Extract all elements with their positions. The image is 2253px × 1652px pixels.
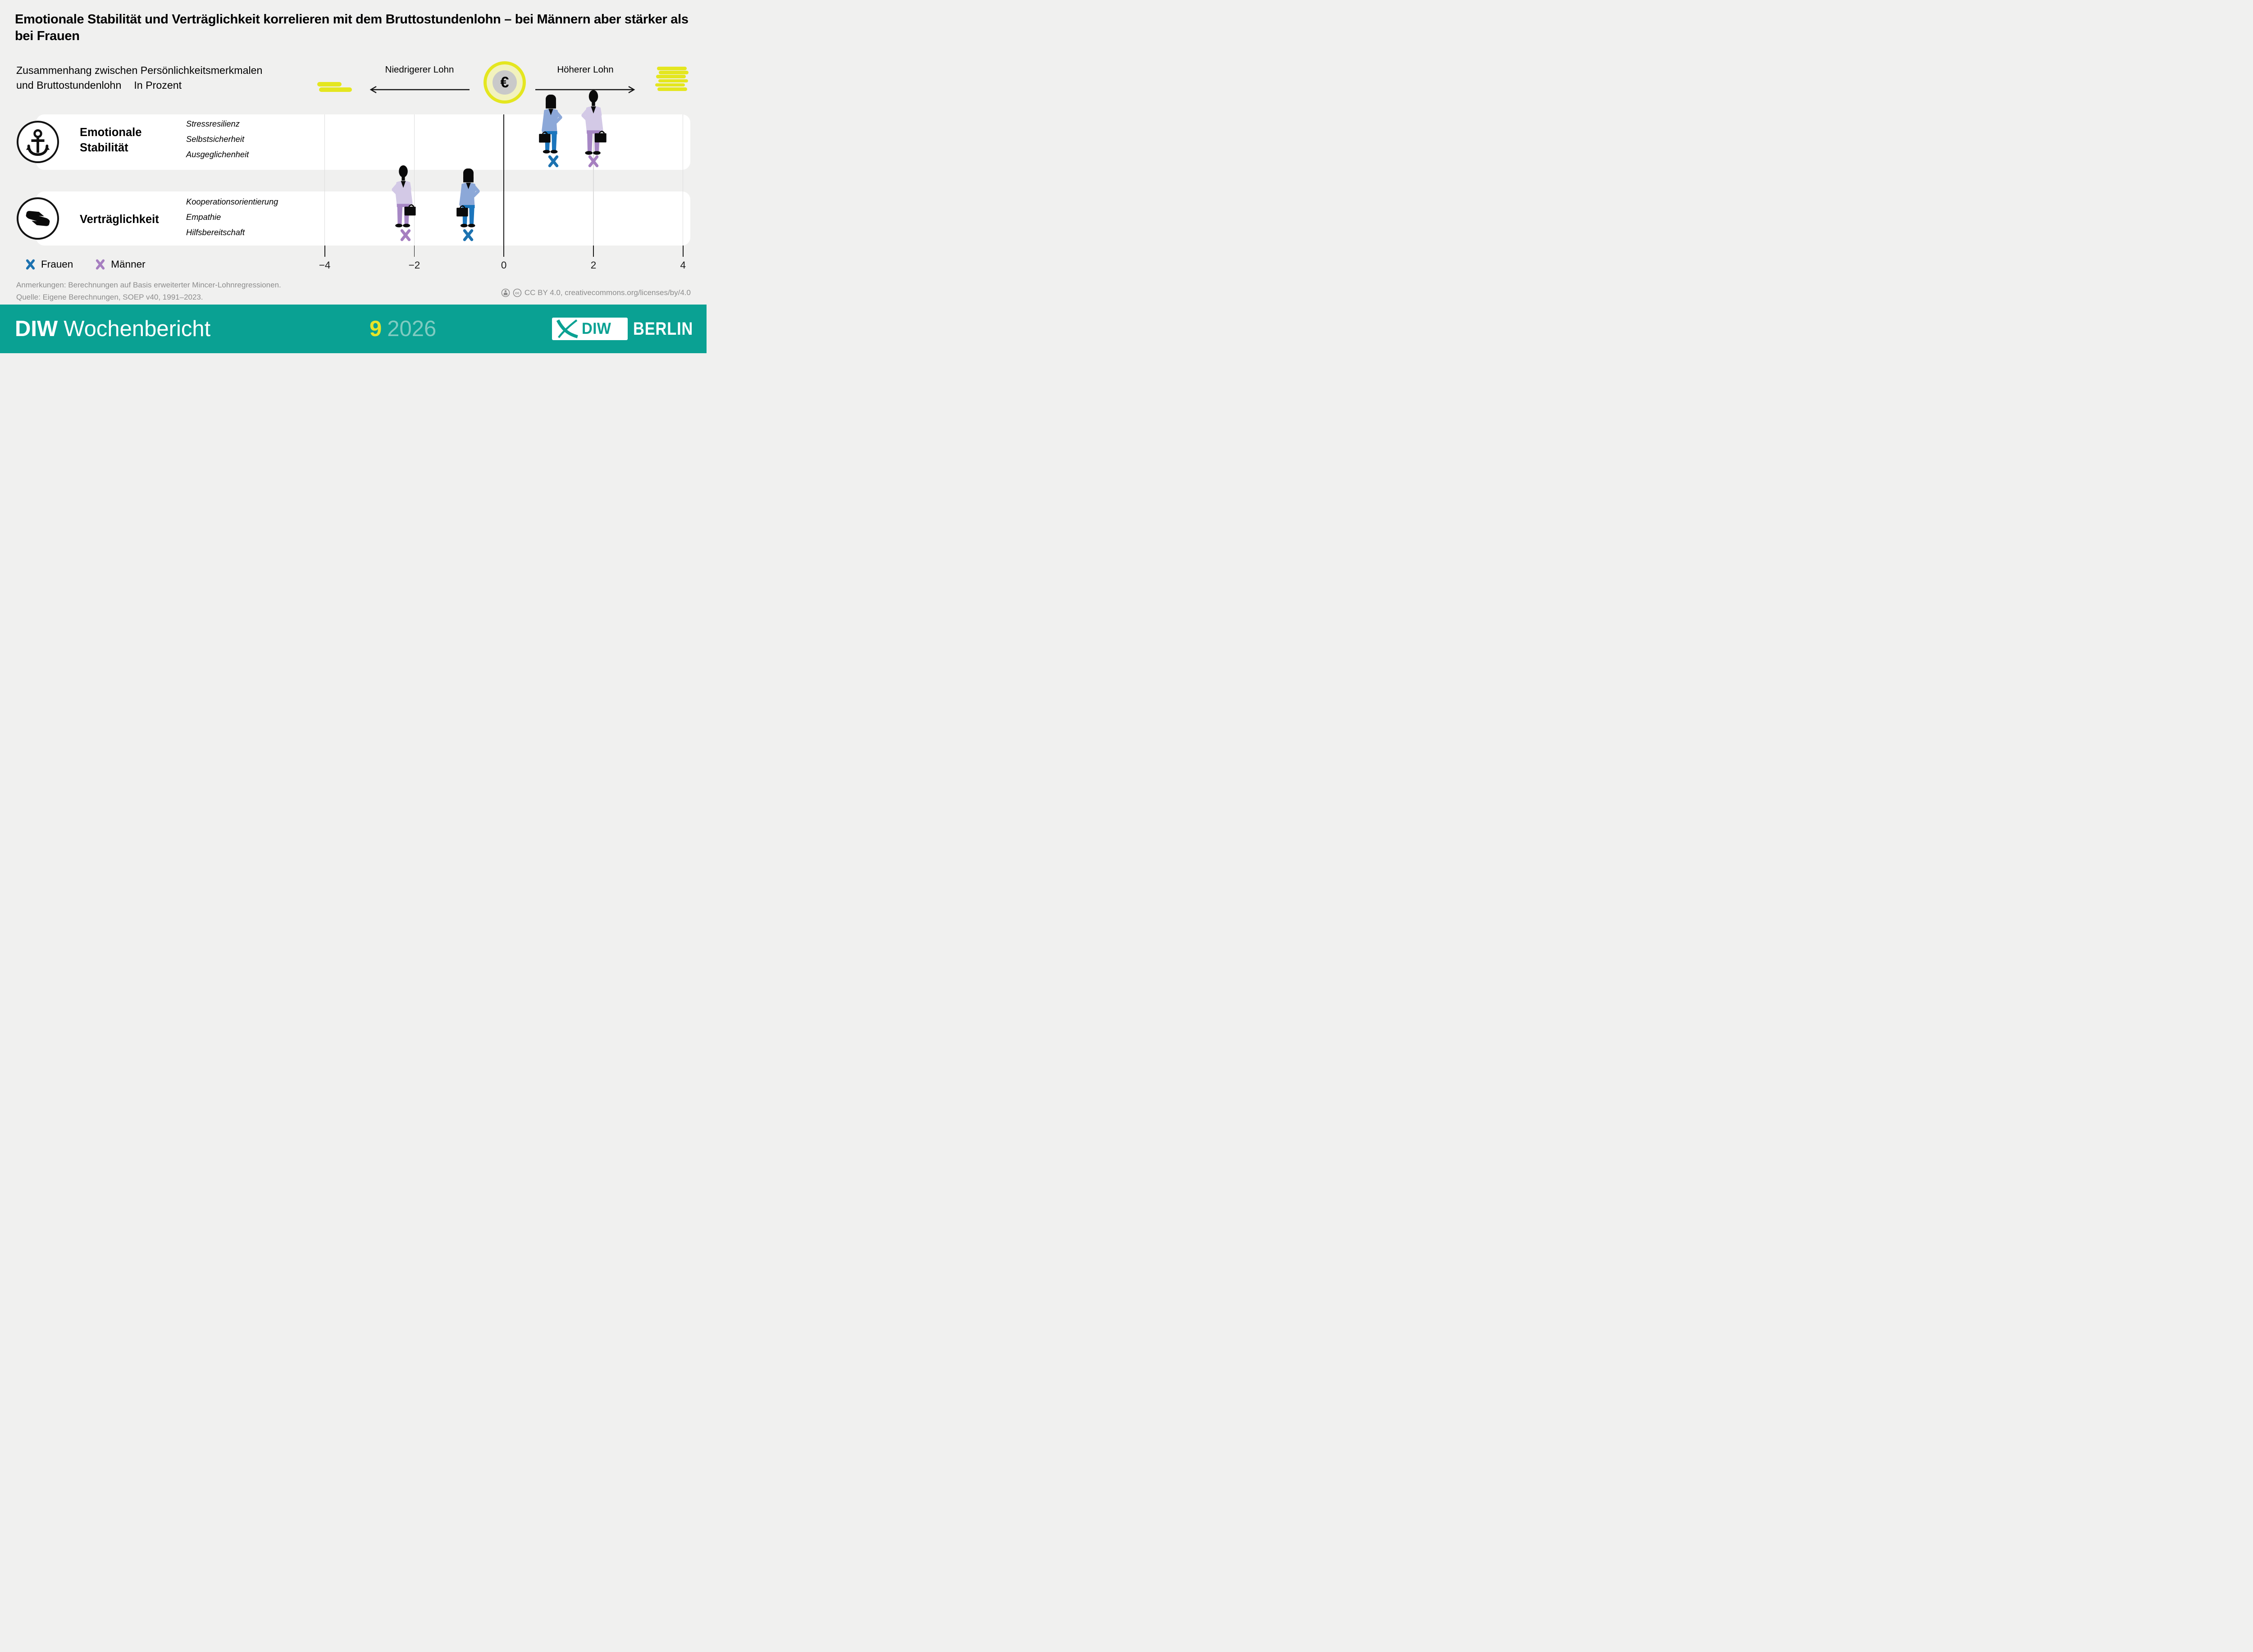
- license-text: CC BY 4.0, creativecommons.org/licenses/…: [524, 288, 691, 297]
- plot-area: −4 −2 0 2 4: [0, 0, 707, 353]
- yellow-stack-bar-2: [659, 71, 689, 74]
- tick-label-plus2: 2: [590, 259, 597, 271]
- row-label-vertraeglichkeit: Verträglichkeit: [80, 213, 159, 226]
- page-title: Emotionale Stabilität und Verträglichkei…: [15, 12, 689, 43]
- legend-frauen-mark: [26, 259, 35, 270]
- trait: Kooperationsorientierung: [186, 197, 278, 206]
- legend-maenner-label: Männer: [111, 259, 146, 270]
- footer-brand: DIW Wochenbericht: [15, 305, 210, 353]
- legend: Frauen Männer: [26, 259, 146, 270]
- arrow-left-icon: [369, 86, 470, 94]
- mark-maenner-emotionale-stabilitaet: [588, 155, 599, 168]
- mark-frauen-vertraeglichkeit: [463, 229, 473, 241]
- hands-icon: [17, 197, 59, 240]
- mark-maenner-vertraeglichkeit: [400, 229, 410, 241]
- row-label-emotionale-stabilitaet: Emotionale Stabilität: [80, 126, 142, 154]
- figure-man-row1: [580, 90, 607, 155]
- issue: 9 2026: [369, 305, 436, 353]
- euro-coin-ring: €: [487, 64, 523, 100]
- euro-coin-icon: €: [483, 61, 526, 104]
- footer-brand-regular: Wochenbericht: [64, 317, 211, 341]
- legend-frauen-label: Frauen: [41, 259, 73, 270]
- tick-label-minus2: −2: [408, 259, 420, 271]
- attribution-person-icon: [501, 288, 510, 297]
- infographic: Emotionale Stabilität und Verträglichkei…: [0, 0, 707, 353]
- trait: Stressresilienz: [186, 119, 240, 128]
- zero-axis-line: [503, 114, 505, 257]
- trait: Empathie: [186, 212, 221, 222]
- yellow-stack-bar-5: [655, 83, 685, 87]
- subtitle: Zusammenhang zwischen Persönlichkeitsmer…: [16, 63, 262, 93]
- tick-plus4: [682, 246, 684, 257]
- hands-glyph: [26, 211, 50, 226]
- euro-symbol: €: [493, 70, 517, 95]
- tick-plus2: [593, 246, 594, 257]
- diw-logo-text: DIW: [582, 320, 611, 337]
- svg-text:cc: cc: [515, 291, 520, 295]
- yellow-stack-bar-3: [656, 75, 686, 78]
- anchor-icon: [17, 121, 59, 163]
- license: cc CC BY 4.0, creativecommons.org/licens…: [501, 288, 691, 297]
- mark-frauen-emotionale-stabilitaet: [548, 155, 558, 168]
- figure-woman-row2: [456, 168, 480, 228]
- higher-wage-label: Höherer Lohn: [557, 64, 614, 75]
- gridline-minus4: [324, 114, 325, 246]
- tick-minus4: [324, 246, 325, 257]
- figure-woman-row1: [539, 95, 563, 154]
- diw-logo-box: DIW: [552, 318, 628, 340]
- diw-berlin-logo: DIW BERLIN: [552, 305, 703, 353]
- tick-label-minus4: −4: [319, 259, 331, 271]
- cc-icon: cc: [513, 288, 522, 297]
- footer-brand-bold: DIW: [15, 317, 58, 341]
- issue-year: 2026: [387, 317, 437, 341]
- footer: DIW Wochenbericht 9 2026 DIW BERLIN: [0, 305, 707, 353]
- subtitle-line1: Zusammenhang zwischen Persönlichkeitsmer…: [16, 64, 263, 76]
- diw-swoosh-icon: [556, 319, 578, 338]
- lower-wage-label: Niedrigerer Lohn: [385, 64, 454, 75]
- trait: Selbstsicherheit: [186, 134, 245, 144]
- yellow-coin-bar-2: [319, 87, 352, 92]
- yellow-stack-bar-4: [658, 79, 688, 83]
- subtitle-line2: und Bruttostundenlohn In Prozent: [16, 78, 262, 93]
- yellow-coin-bar-1: [317, 82, 342, 86]
- berlin-logo-text: BERLIN: [633, 319, 693, 339]
- yellow-stack-bar-1: [657, 67, 687, 70]
- tick-label-zero: 0: [501, 259, 507, 271]
- row-band-vertraeglichkeit: [36, 191, 690, 246]
- figure-man-row2: [390, 165, 416, 228]
- anchor-glyph: [26, 129, 50, 156]
- gridline-minus2: [414, 114, 415, 246]
- unit-label: In Prozent: [134, 79, 182, 91]
- traits-emotionale-stabilitaet: Stressresilienz Selbstsicherheit Ausgegl…: [186, 116, 249, 162]
- legend-maenner-mark: [96, 259, 105, 270]
- subtitle-line2-text: und Bruttostundenlohn: [16, 79, 122, 91]
- row-band-emotionale-stabilitaet: [36, 114, 690, 170]
- arrow-right-icon: [535, 86, 635, 94]
- yellow-stack-bar-6: [657, 87, 687, 91]
- trait: Ausgeglichenheit: [186, 150, 249, 159]
- notes-line1: Anmerkungen: Berechnungen auf Basis erwe…: [16, 281, 281, 289]
- tick-minus2: [414, 246, 415, 257]
- trait: Hilfsbereitschaft: [186, 228, 245, 237]
- tick-label-plus4: 4: [680, 259, 686, 271]
- source-line: Quelle: Eigene Berechnungen, SOEP v40, 1…: [16, 292, 203, 301]
- notes: Anmerkungen: Berechnungen auf Basis erwe…: [16, 279, 281, 303]
- traits-vertraeglichkeit: Kooperationsorientierung Empathie Hilfsb…: [186, 194, 278, 240]
- issue-number: 9: [369, 317, 382, 341]
